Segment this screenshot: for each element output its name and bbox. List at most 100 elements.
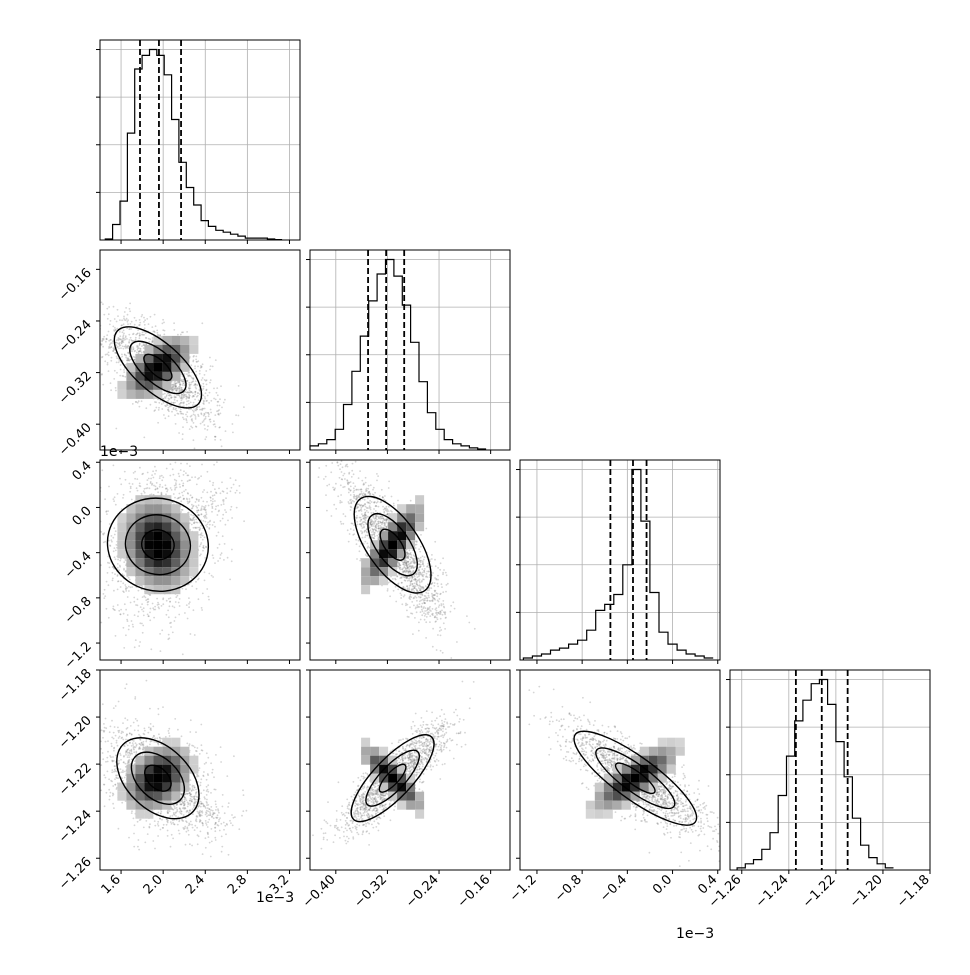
sample-point <box>411 549 414 551</box>
sample-point <box>175 382 177 385</box>
sample-point <box>355 505 358 508</box>
sample-point <box>374 525 376 528</box>
sample-point <box>194 393 197 396</box>
sample-point <box>186 421 188 424</box>
density-cell <box>153 380 163 390</box>
sample-point <box>195 426 198 428</box>
sample-point <box>214 488 216 491</box>
sample-point <box>189 415 192 418</box>
sample-point <box>171 383 174 386</box>
sample-point <box>384 525 387 528</box>
sample-point <box>104 498 106 501</box>
sample-point <box>403 561 405 564</box>
sample-point <box>96 305 98 307</box>
sample-point <box>161 629 164 632</box>
sample-point <box>117 337 120 339</box>
sample-point <box>212 576 215 578</box>
density-cell <box>153 558 163 568</box>
sample-point <box>412 567 415 570</box>
sample-point <box>413 590 416 593</box>
sample-point <box>204 557 207 559</box>
sample-point <box>205 513 208 516</box>
sample-point <box>442 603 445 605</box>
sample-point <box>414 547 417 549</box>
sample-point <box>377 527 380 530</box>
sample-point <box>201 538 204 541</box>
sample-point <box>119 338 121 341</box>
sample-point <box>357 503 359 506</box>
sample-point <box>201 409 204 411</box>
sample-point <box>407 560 409 563</box>
sample-point <box>168 432 170 434</box>
sample-point <box>133 316 136 319</box>
sample-point <box>372 515 375 518</box>
sample-point <box>414 607 417 610</box>
sample-point <box>133 614 136 616</box>
sample-point <box>339 501 342 504</box>
sample-point <box>197 504 200 507</box>
sample-point <box>168 605 171 608</box>
density-cell <box>153 522 163 532</box>
sample-point <box>126 357 129 360</box>
sample-point <box>405 564 408 566</box>
sample-point <box>355 497 357 500</box>
sample-point <box>402 586 405 588</box>
sample-point <box>127 357 129 360</box>
sample-point <box>421 608 423 611</box>
sample-point <box>183 490 186 493</box>
sample-point <box>324 475 327 478</box>
sample-point <box>209 420 212 423</box>
density-cell <box>135 389 145 399</box>
sample-point <box>178 388 181 390</box>
sample-point <box>366 489 368 492</box>
sample-point <box>445 590 447 593</box>
sample-point <box>198 528 201 531</box>
sample-point <box>357 495 360 498</box>
sample-point <box>172 406 175 409</box>
sample-point <box>122 339 125 342</box>
sample-point <box>121 355 124 358</box>
sample-point <box>161 322 164 325</box>
sample-point <box>177 497 180 500</box>
sample-point <box>197 514 200 517</box>
sample-point <box>182 474 185 476</box>
sample-point <box>175 409 178 412</box>
sample-point <box>180 500 183 503</box>
sample-point <box>442 622 445 625</box>
sample-point <box>203 579 206 582</box>
sample-point <box>401 581 403 584</box>
sample-point <box>174 423 177 425</box>
sample-point <box>152 476 155 479</box>
density-cell <box>171 353 181 363</box>
sample-point <box>439 568 442 571</box>
sample-point <box>180 397 183 400</box>
sample-point <box>171 386 174 389</box>
sample-point <box>397 561 399 564</box>
sample-point <box>97 583 99 585</box>
sample-point <box>416 580 419 582</box>
sample-point <box>369 523 372 525</box>
sample-point <box>193 521 196 524</box>
sample-point <box>341 466 344 469</box>
sample-point <box>188 408 191 411</box>
sample-point <box>413 559 416 562</box>
sample-point <box>197 526 199 529</box>
sample-point <box>394 585 397 588</box>
sample-point <box>137 352 140 355</box>
sample-point <box>129 485 132 488</box>
sample-point <box>180 390 183 392</box>
sample-point <box>382 520 384 523</box>
sample-point <box>402 575 405 578</box>
sample-point <box>360 525 363 527</box>
sample-point <box>190 414 193 417</box>
sample-point <box>221 406 223 409</box>
sample-point <box>383 522 385 524</box>
sample-point <box>192 395 195 398</box>
sample-point <box>180 388 183 391</box>
sample-point <box>181 433 184 436</box>
sample-point <box>153 313 156 316</box>
sample-point <box>409 553 411 556</box>
sample-point <box>413 587 416 589</box>
sample-point <box>158 477 161 479</box>
sample-point <box>350 522 353 525</box>
